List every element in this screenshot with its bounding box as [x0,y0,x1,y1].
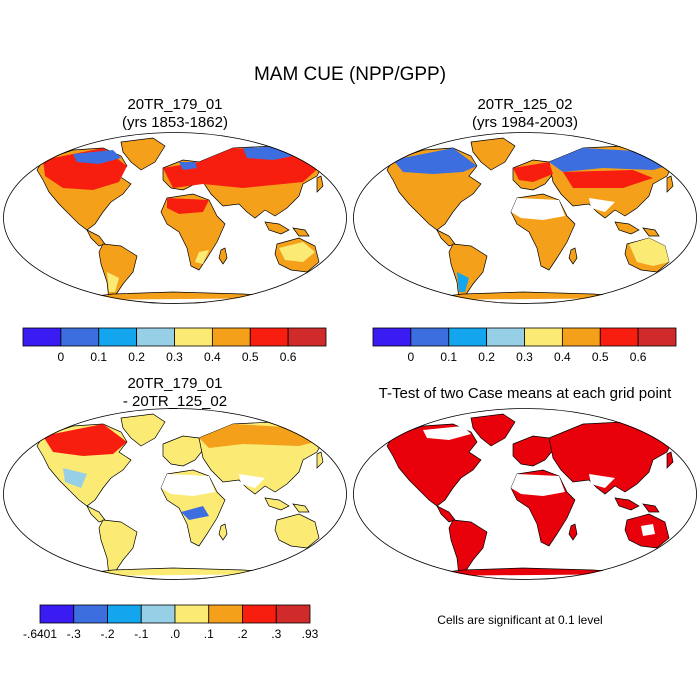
colorbar-tick-label: -.3 [67,627,81,641]
colorbar-tick-label: -.6401 [23,627,57,641]
panel-title-line1: 20TR_179_01 [127,96,223,113]
colorbar-tick-label: 0.1 [440,350,457,364]
colorbar-swatch [98,327,138,347]
colorbar-swatch [372,327,412,347]
colorbar-tick-label: 0.4 [204,350,221,364]
colorbar-diff: -.6401 -.3 -.2 -.1 .0 .1 .2 .3 .93 [23,604,319,641]
colorbar-tick-label: -.2 [100,627,114,641]
colorbar-swatch [249,327,289,347]
colorbar-tick-label: 0.5 [592,350,609,364]
colorbar-case2: 0 0.1 0.2 0.3 0.4 0.5 0.6 [372,327,677,364]
panel-title-ttest: T-Test of two Case means at each grid po… [350,385,700,403]
colorbar-tick-label: .1 [204,627,214,641]
colorbar-swatch [448,327,488,347]
colorbar-swatch [107,604,142,624]
significance-note: Cells are significant at 0.1 level [437,613,603,627]
colorbar-tick-label: 0.6 [630,350,647,364]
panel-title-diff: 20TR_179_01 - 20TR_125_02 [75,375,275,411]
colorbar-swatch [208,604,243,624]
figure-title: MAM CUE (NPP/GPP) [253,64,447,85]
colorbar-swatch [486,327,525,347]
panel-title-case2: 20TR_125_02 (yrs 1984-2003) [425,96,625,132]
colorbar-tick-label: .3 [271,627,281,641]
colorbar-tick-label: 0.3 [166,350,183,364]
colorbar-tick-label: -.1 [134,627,148,641]
colorbar-tick-label: 0.4 [554,350,571,364]
colorbar-swatch [637,327,677,347]
colorbar-swatch [140,604,176,624]
colorbar-swatch [174,327,213,347]
map-case1 [3,132,347,304]
colorbar-swatch [410,327,450,347]
colorbar-tick-label: 0.5 [242,350,259,364]
colorbar-swatch [174,604,210,624]
panel-title-line1: T-Test of two Case means at each grid po… [378,385,672,402]
colorbar-swatch [242,604,277,624]
panel-title-line2: - 20TR_125_02 [122,393,228,410]
colorbar-swatch [524,327,563,347]
colorbar-tick-label: 0.2 [128,350,145,364]
colorbar-tick-label: 0 [58,350,65,364]
colorbar-swatch [561,327,601,347]
colorbar-tick-label: 0.6 [280,350,297,364]
panel-title-case1: 20TR_179_01 (yrs 1853-1862) [75,96,275,132]
panel-title-line2: (yrs 1984-2003) [472,114,578,131]
colorbar-tick-label: .2 [237,627,247,641]
colorbar-tick-label: .0 [170,627,180,641]
panel-title-line1: 20TR_125_02 [477,96,573,113]
colorbar-swatch [39,604,75,624]
colorbar-swatch [73,604,108,624]
colorbar-swatch [136,327,175,347]
map-case2 [353,132,697,304]
colorbar-tick-label: .93 [302,627,319,641]
colorbar-tick-label: 0.1 [90,350,107,364]
colorbar-swatch [211,327,251,347]
colorbar-swatch [599,327,639,347]
panel-title-line1: 20TR_179_01 [127,375,223,392]
colorbar-tick-label: 0 [408,350,415,364]
map-ttest [353,408,697,580]
map-diff [3,408,347,580]
colorbar-case1: 0 0.1 0.2 0.3 0.4 0.5 0.6 [22,327,327,364]
colorbar-swatch [287,327,327,347]
colorbar-swatch [60,327,100,347]
colorbar-swatch [22,327,62,347]
colorbar-swatch [275,604,311,624]
panel-title-line2: (yrs 1853-1862) [122,114,228,131]
colorbar-tick-label: 0.3 [516,350,533,364]
colorbar-tick-label: 0.2 [478,350,495,364]
